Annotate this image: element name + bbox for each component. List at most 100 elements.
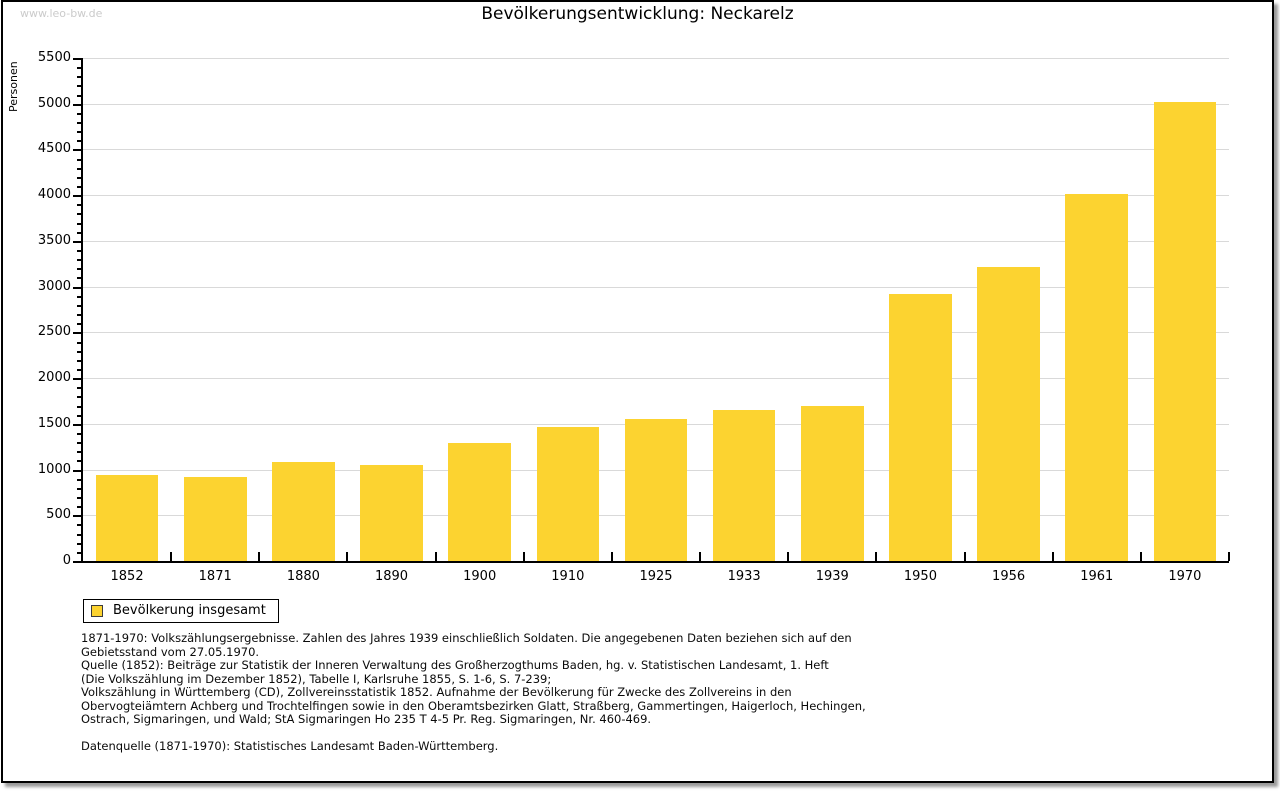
x-tick <box>610 552 613 561</box>
y-tick-minor <box>77 304 81 307</box>
y-tick-minor <box>77 432 81 435</box>
y-tick-minor <box>77 131 81 134</box>
x-category-label: 1950 <box>903 569 937 584</box>
x-tick <box>699 552 702 561</box>
bar-chart: 0 500 1000 1500 2000 2500 3000 3500 4000 4500 5000… <box>38 51 1230 584</box>
page-title: Bevölkerungsentwicklung: Neckarelz <box>481 4 794 24</box>
x-axis-line <box>81 561 1229 563</box>
y-tick-minor <box>77 295 81 298</box>
x-tick <box>522 552 525 561</box>
y-tick-minor <box>77 94 81 97</box>
y-tick-minor <box>77 186 81 189</box>
y-tick-minor <box>77 350 81 353</box>
bar-1880 <box>272 461 335 561</box>
footnote-line: (Die Volkszählung im Dezember 1852), Tab… <box>81 671 552 686</box>
y-tick-minor <box>77 387 81 390</box>
y-tick-major <box>73 561 81 563</box>
y-tick-label: 5500 <box>37 50 71 65</box>
watermark: www.leo-bw.de <box>20 7 103 20</box>
bar-1925 <box>624 418 688 561</box>
y-tick-minor <box>77 167 81 170</box>
y-tick-minor <box>77 67 81 70</box>
y-tick-label: 1500 <box>37 415 71 431</box>
y-tick-minor <box>77 478 81 481</box>
y-tick-major <box>73 58 81 60</box>
y-gridline <box>83 378 1229 380</box>
y-tick-label: 4000 <box>37 187 71 203</box>
x-category-label: 1880 <box>286 569 320 584</box>
y-tick-minor <box>77 213 81 216</box>
y-tick-label: 0 <box>62 553 71 568</box>
bar-1933 <box>712 410 776 561</box>
y-tick-minor <box>77 506 81 509</box>
footnotes: 1871-1970: Volkszählungsergebnisse. Zahl… <box>81 631 866 753</box>
x-tick <box>170 552 173 561</box>
y-tick-label: 5000 <box>37 95 71 111</box>
x-tick <box>434 552 437 561</box>
y-tick-major <box>73 515 81 518</box>
y-tick-minor <box>77 76 81 79</box>
bar-1961 <box>1065 194 1129 561</box>
y-tick-minor <box>77 204 81 207</box>
y-tick-minor <box>77 323 81 326</box>
datasource-line: Datenquelle (1871-1970): Statistisches L… <box>81 738 499 753</box>
y-tick-label: 3500 <box>37 232 71 248</box>
bar-1910 <box>536 427 600 561</box>
y-tick-major <box>73 149 81 152</box>
y-tick-major <box>73 378 81 381</box>
footnote-line: Gebietsstand vom 27.05.1970. <box>81 644 260 659</box>
y-tick-minor <box>77 222 81 225</box>
bar-1970 <box>1153 101 1217 561</box>
x-category-label: 1852 <box>110 569 144 584</box>
y-axis-title: Personen <box>7 61 20 112</box>
y-tick-minor <box>77 405 81 408</box>
y-tick-minor <box>77 551 81 554</box>
bar-1956 <box>977 266 1040 561</box>
bar-1852 <box>95 475 159 561</box>
y-tick-minor <box>77 524 81 527</box>
x-category-label: 1900 <box>463 569 497 584</box>
bar-1900 <box>448 443 511 561</box>
y-tick-minor <box>77 277 81 280</box>
footnote-lines: 1871-1970: Volkszählungsergebnisse. Zahl… <box>81 631 866 727</box>
x-tick <box>1139 552 1142 561</box>
legend-swatch-icon <box>91 604 103 617</box>
footnote-line: Obervogteiämtern Achberg und Trochtelfin… <box>81 698 866 713</box>
x-tick <box>787 552 790 561</box>
y-tick-minor <box>77 533 81 536</box>
y-tick-minor <box>77 112 81 115</box>
bar-1939 <box>801 406 864 561</box>
y-tick-minor <box>77 396 81 399</box>
y-tick-label: 500 <box>46 507 71 523</box>
bar-1890 <box>360 465 423 561</box>
y-tick-label: 2000 <box>37 370 71 386</box>
bar-1871 <box>183 477 247 561</box>
y-tick-label: 2500 <box>37 324 71 340</box>
footnote-line: Ostrach, Sigmaringen, und Wald; StA Sigm… <box>81 712 652 726</box>
x-category-label: 1961 <box>1080 569 1114 584</box>
y-tick-major <box>73 286 81 289</box>
x-tick <box>1228 552 1230 561</box>
y-tick-major <box>73 469 81 472</box>
y-gridline <box>83 195 1229 197</box>
x-category-label: 1970 <box>1168 569 1202 584</box>
y-tick-major <box>73 195 81 198</box>
y-tick-minor <box>77 259 81 262</box>
y-tick-minor <box>77 176 81 179</box>
y-tick-major <box>73 423 81 426</box>
x-tick <box>346 552 349 561</box>
legend-box: Bevölkerung insgesamt <box>83 599 279 623</box>
footnote-line: 1871-1970: Volkszählungsergebnisse. Zahl… <box>81 631 852 645</box>
x-category-label: 1939 <box>815 569 849 584</box>
y-gridline <box>83 240 1229 242</box>
y-gridline <box>83 286 1229 288</box>
y-axis-line <box>81 58 83 563</box>
y-tick-minor <box>77 442 81 445</box>
x-category-label: 1871 <box>198 569 232 584</box>
y-gridline <box>83 332 1229 334</box>
y-tick-minor <box>77 542 81 545</box>
y-tick-minor <box>77 231 81 234</box>
y-tick-minor <box>77 487 81 490</box>
y-tick-minor <box>77 250 81 253</box>
x-category-label: 1890 <box>374 569 409 584</box>
